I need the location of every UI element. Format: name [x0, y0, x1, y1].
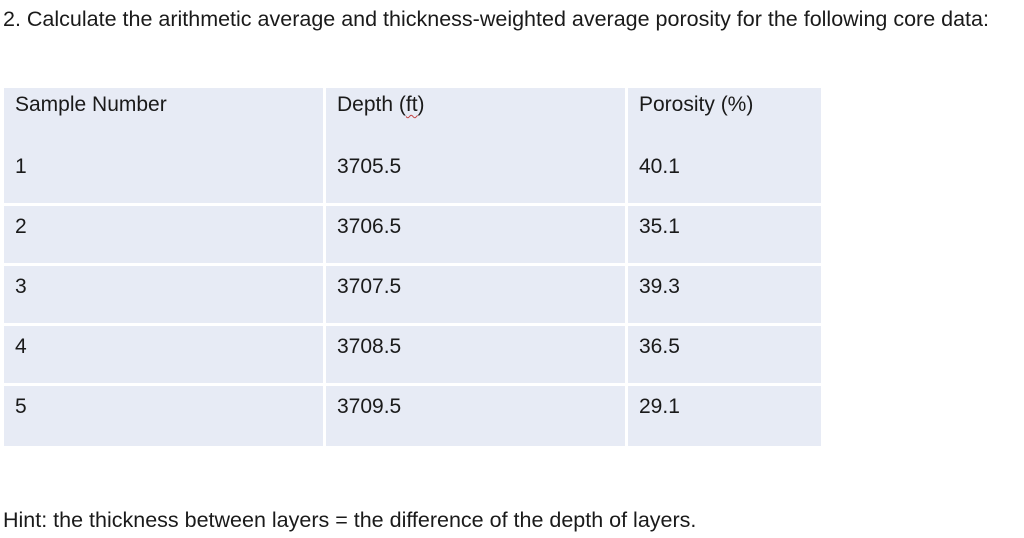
cell-porosity: 36.5 — [628, 326, 821, 386]
cell-sample: 1 — [4, 146, 326, 206]
table-row: 2 3706.5 35.1 — [4, 206, 821, 266]
table-row: 3 3707.5 39.3 — [4, 266, 821, 326]
header-porosity: Porosity (%) — [628, 88, 821, 146]
header-depth-suffix: ) — [417, 93, 425, 116]
header-depth-prefix: Depth ( — [337, 93, 406, 116]
cell-depth: 3709.5 — [326, 386, 628, 446]
question-text: 2. Calculate the arithmetic average and … — [3, 7, 989, 31]
cell-porosity: 39.3 — [628, 266, 821, 326]
cell-porosity: 35.1 — [628, 206, 821, 266]
cell-depth: 3708.5 — [326, 326, 628, 386]
cell-sample: 2 — [4, 206, 326, 266]
hint-text: Hint: the thickness between layers = the… — [3, 508, 697, 532]
cell-porosity: 29.1 — [628, 386, 821, 446]
core-data-table: Sample Number Depth (ft) Porosity (%) 1 … — [4, 88, 821, 446]
cell-sample: 3 — [4, 266, 326, 326]
cell-sample: 5 — [4, 386, 326, 446]
header-depth: Depth (ft) — [326, 88, 628, 146]
header-sample-number: Sample Number — [4, 88, 326, 146]
cell-depth: 3706.5 — [326, 206, 628, 266]
table-row: 4 3708.5 36.5 — [4, 326, 821, 386]
cell-depth: 3705.5 — [326, 146, 628, 206]
table-row: 1 3705.5 40.1 — [4, 146, 821, 206]
cell-depth: 3707.5 — [326, 266, 628, 326]
table-row: 5 3709.5 29.1 — [4, 386, 821, 446]
cell-porosity: 40.1 — [628, 146, 821, 206]
cell-sample: 4 — [4, 326, 326, 386]
header-depth-unit: ft — [405, 93, 418, 116]
table-header-row: Sample Number Depth (ft) Porosity (%) — [4, 88, 821, 146]
